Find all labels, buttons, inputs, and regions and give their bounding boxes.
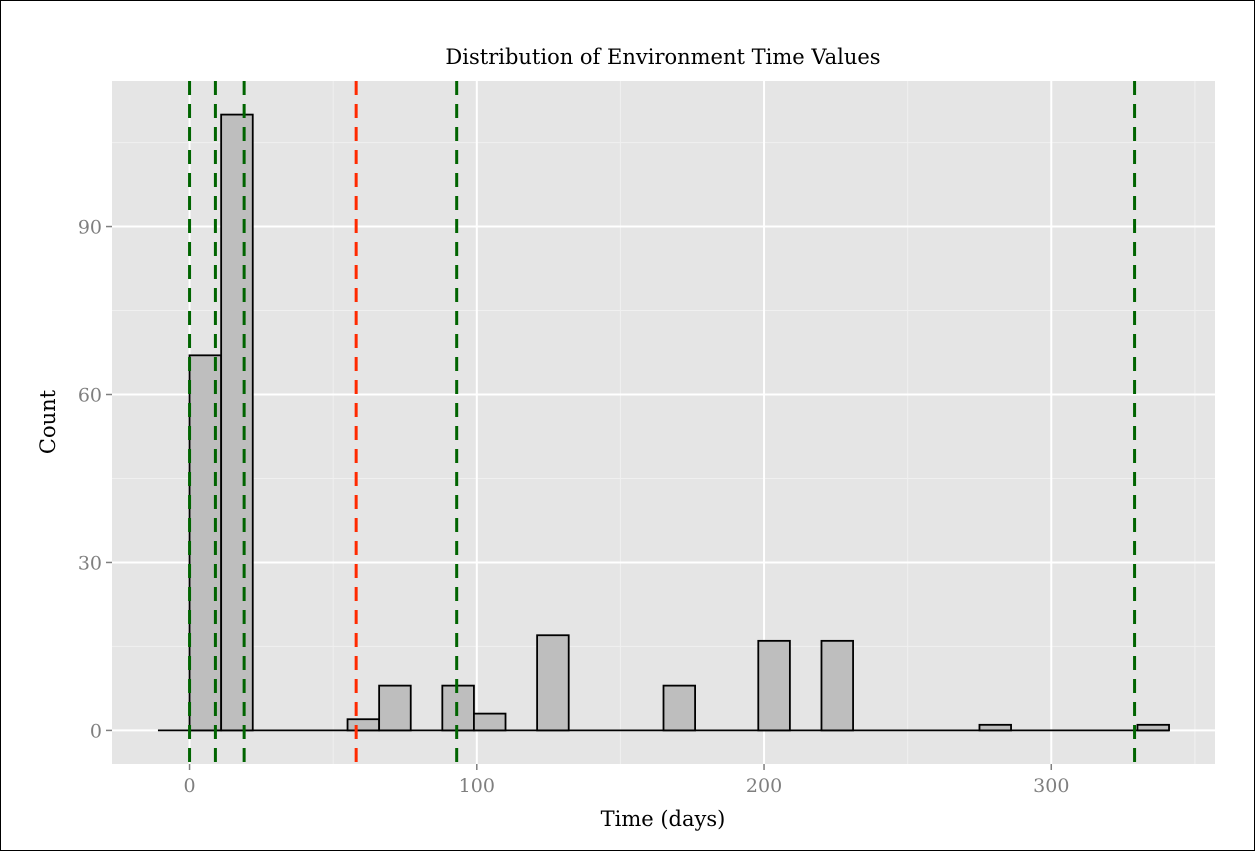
plot-panel	[112, 81, 1215, 764]
x-axis-label: Time (days)	[601, 807, 726, 831]
histogram-bar	[536, 634, 570, 732]
histogram-bar	[220, 113, 254, 732]
x-tick-label: 200	[746, 775, 782, 797]
y-tick-label: 30	[78, 552, 102, 574]
minor-grid	[112, 81, 1215, 764]
x-tick-label: 0	[184, 775, 196, 797]
x-axis-ticks: 0 100 200 300	[184, 764, 1069, 797]
y-tick-label: 90	[78, 217, 102, 239]
histogram-bar	[346, 718, 381, 732]
chart-title: Distribution of Environment Time Values	[445, 45, 880, 69]
histogram-bar	[820, 639, 854, 732]
y-axis-label: Count	[36, 389, 60, 454]
histogram-bar	[378, 684, 412, 732]
x-tick-label: 300	[1033, 775, 1069, 797]
y-tick-label: 0	[90, 720, 102, 742]
y-tick-label: 60	[78, 385, 102, 407]
histogram-bar	[473, 712, 507, 732]
x-tick-label: 100	[459, 775, 495, 797]
histogram-bar	[662, 684, 696, 732]
y-axis-ticks: 0 30 60 90	[78, 217, 112, 742]
histogram-bar	[757, 639, 791, 732]
